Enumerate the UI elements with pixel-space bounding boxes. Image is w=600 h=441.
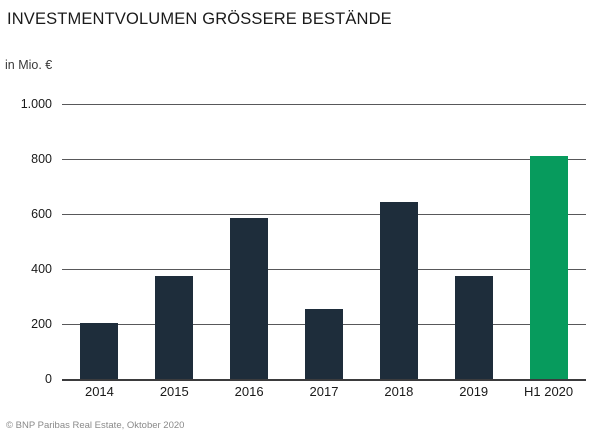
- y-tick-label-1000: 1.000: [20, 97, 52, 111]
- bar-2015: [155, 275, 194, 379]
- gridline-600: [62, 214, 586, 215]
- bar-2018: [379, 201, 418, 379]
- x-tick-label-2018: 2018: [384, 384, 414, 399]
- gridline-800: [62, 159, 586, 160]
- bar-2014: [80, 322, 119, 379]
- y-tick-label-0: 0: [45, 372, 52, 386]
- x-tick-label-2019: 2019: [459, 384, 489, 399]
- x-tick-label-2017: 2017: [309, 384, 339, 399]
- y-tick-label-800: 800: [31, 152, 52, 166]
- bar-H1-2020: [529, 156, 568, 379]
- gridline-400: [62, 269, 586, 270]
- bar-2019: [454, 275, 493, 379]
- x-tick-label-H1-2020: H1 2020: [523, 384, 574, 399]
- bar-2017: [305, 308, 343, 379]
- bar-2016: [230, 218, 269, 379]
- x-axis-tick-labels: 2014 2015 2016 2017 2018 2019 H1 2020: [62, 384, 586, 406]
- gridline-1000: [62, 104, 586, 105]
- y-axis-tick-labels: 0 200 400 600 800 1.000: [0, 97, 52, 386]
- bar-series: [62, 104, 586, 379]
- source-attribution: © BNP Paribas Real Estate, Oktober 2020: [6, 420, 185, 431]
- y-tick-label-400: 400: [31, 262, 52, 276]
- x-tick-label-2016: 2016: [234, 384, 264, 399]
- x-tick-label-2015: 2015: [159, 384, 189, 399]
- x-tick-label-2014: 2014: [84, 384, 114, 399]
- gridline-0: [62, 379, 586, 381]
- y-tick-label-600: 600: [31, 207, 52, 221]
- y-axis-unit-label: in Mio. €: [5, 58, 53, 72]
- page-title: INVESTMENTVOLUMEN GRÖSSERE BESTÄNDE: [7, 10, 392, 28]
- y-tick-label-200: 200: [31, 317, 52, 331]
